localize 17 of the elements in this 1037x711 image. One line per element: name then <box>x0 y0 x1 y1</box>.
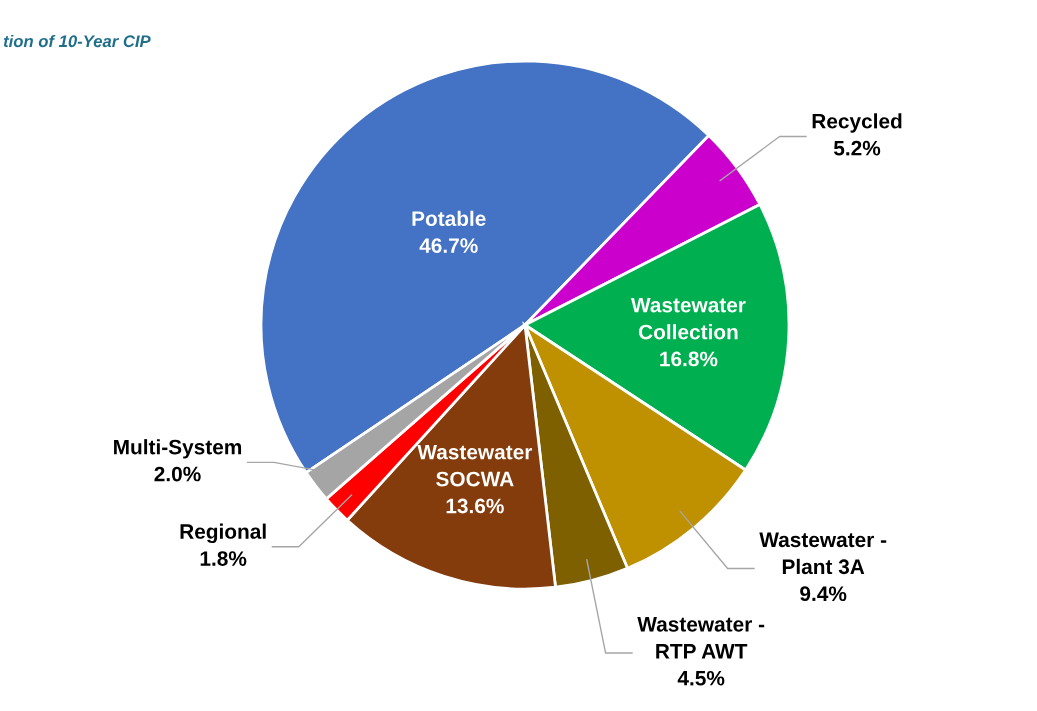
chart-title: tion of 10-Year CIP <box>3 34 151 48</box>
slice-label: Recycled <box>812 113 902 133</box>
slice-label: Potable <box>412 210 486 227</box>
data-label: 2.0% <box>154 466 201 482</box>
slice-label: Regional <box>180 523 266 544</box>
data-label: 1.8% <box>200 551 247 566</box>
slice-label: Wastewater - RTP AWT <box>637 617 765 659</box>
data-label: 5.2% <box>833 140 881 156</box>
slice-label: Wastewater SOCWA <box>417 444 533 487</box>
data-label: 4.5% <box>677 670 725 686</box>
slice-label: Wastewater Collection <box>630 297 746 340</box>
data-label: 9.4% <box>800 586 847 602</box>
slice-label: Wastewater - Plant 3A <box>759 532 887 575</box>
data-label: 46.7% <box>419 238 478 253</box>
data-label: 13.6% <box>446 498 504 514</box>
data-label: 16.8% <box>660 351 718 367</box>
slice-label: Multi-System <box>114 439 242 459</box>
